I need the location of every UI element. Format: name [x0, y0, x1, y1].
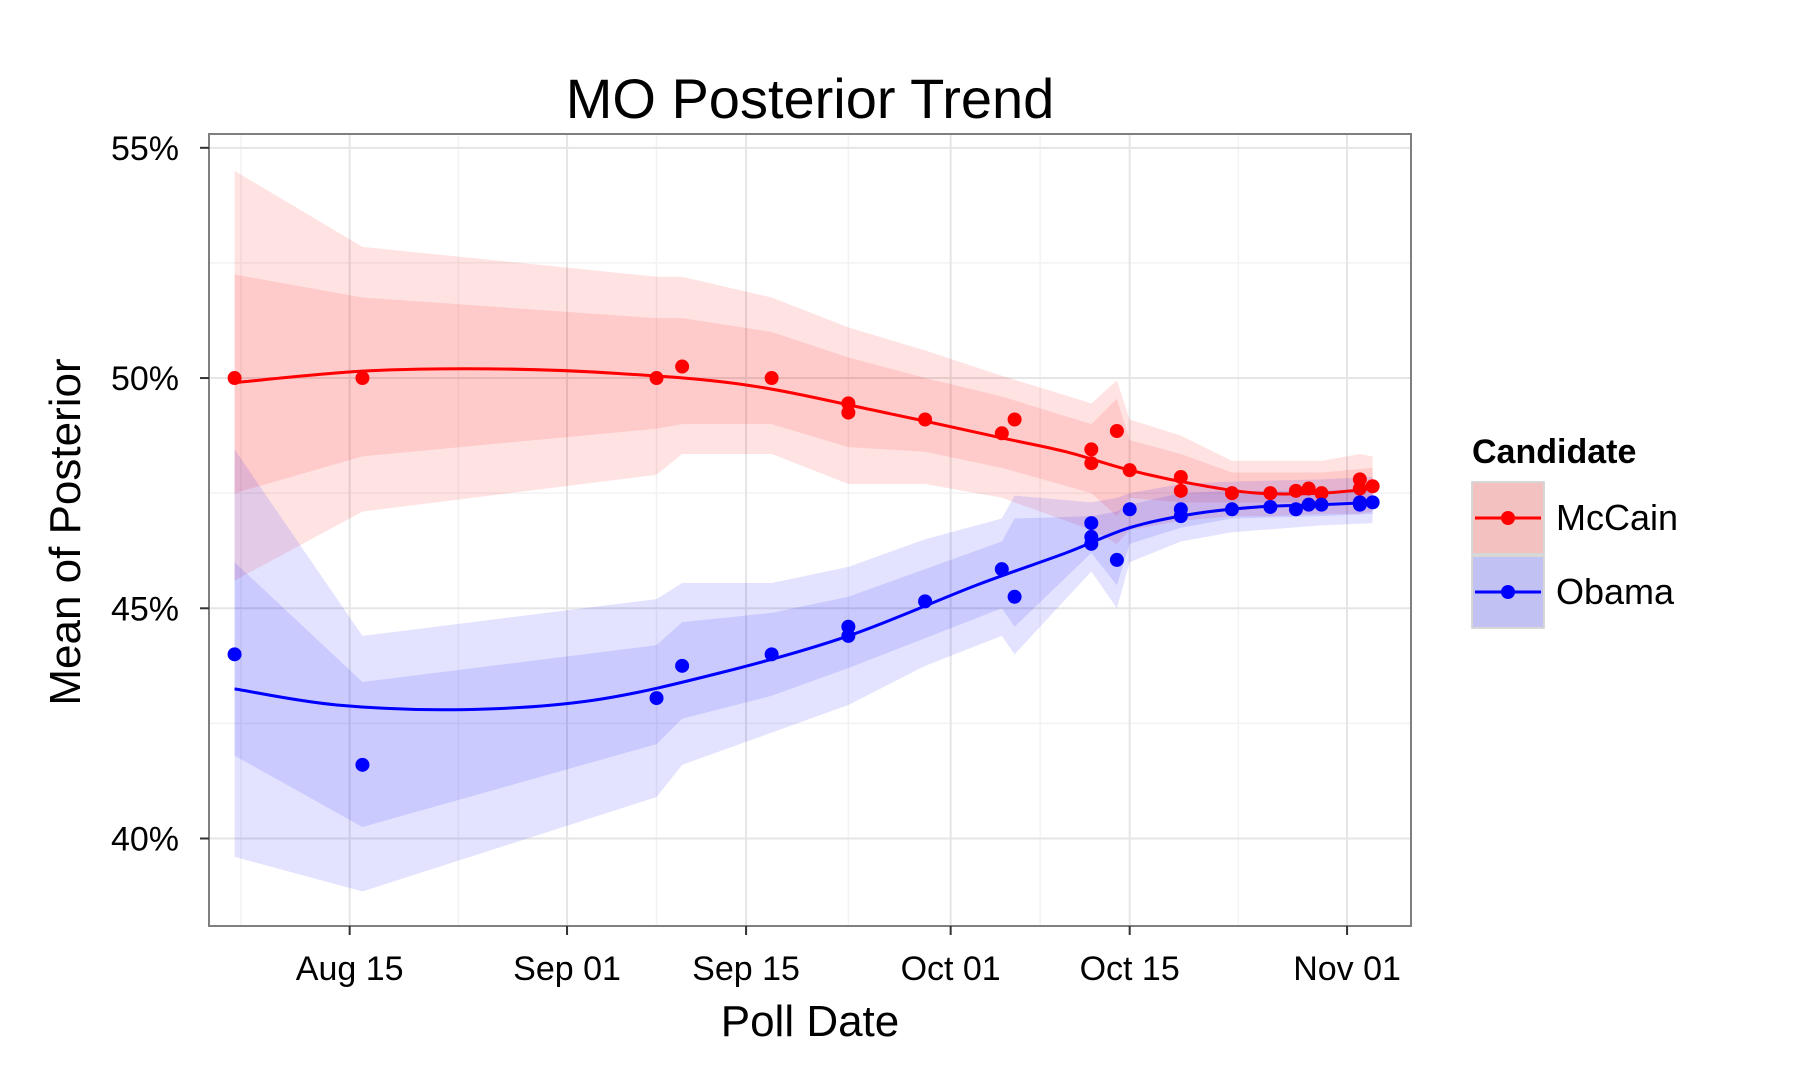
- mccain-data-point: [994, 426, 1009, 441]
- mccain-data-point: [764, 371, 779, 386]
- obama-data-point: [1173, 509, 1188, 524]
- x-tick-label: Nov 01: [1293, 950, 1401, 988]
- legend-title: Candidate: [1472, 433, 1636, 471]
- obama-data-point: [1109, 552, 1124, 567]
- legend: Candidate McCain Obama: [1471, 433, 1678, 629]
- obama-data-point: [918, 594, 933, 609]
- legend-point-mccain: [1501, 511, 1515, 525]
- obama-data-point: [841, 628, 856, 643]
- obama-data-point: [1314, 497, 1329, 512]
- mccain-data-point: [1173, 470, 1188, 485]
- x-tick-label: Oct 01: [901, 950, 1001, 988]
- obama-data-point: [649, 691, 664, 706]
- legend-label-mccain: McCain: [1556, 497, 1678, 538]
- mccain-data-point: [1301, 481, 1316, 496]
- mccain-data-point: [1314, 486, 1329, 501]
- mccain-data-point: [1109, 424, 1124, 438]
- obama-inner-band: [234, 488, 1373, 827]
- x-tick-label: Oct 15: [1080, 950, 1180, 988]
- mccain-data-point: [1365, 479, 1380, 494]
- plot-border: [208, 133, 1412, 927]
- obama-data-point: [1224, 502, 1239, 517]
- y-axis-title: Mean of Posterior: [41, 358, 90, 705]
- chart-title: MO Posterior Trend: [566, 67, 1055, 130]
- mccain-data-point: [1173, 483, 1188, 498]
- mccain-data-point: [841, 405, 856, 420]
- obama-data-point: [1352, 497, 1367, 512]
- mccain-data-point: [1288, 483, 1303, 498]
- x-tick-label: Sep 15: [692, 950, 800, 988]
- y-tick-label: 45%: [111, 590, 179, 628]
- mccain-data-point: [1224, 486, 1239, 501]
- mccain-data-point: [649, 371, 664, 386]
- mccain-data-point: [1084, 442, 1099, 457]
- obama-data-point: [1007, 589, 1022, 604]
- mccain-data-point: [1084, 456, 1099, 471]
- obama-data-point: [227, 647, 242, 662]
- obama-data-point: [994, 562, 1009, 577]
- x-tick-label: Aug 15: [296, 950, 404, 988]
- mccain-data-point: [1122, 463, 1137, 478]
- obama-data-point: [764, 647, 779, 662]
- mccain-data-point: [1352, 481, 1367, 496]
- y-tick-label: 50%: [111, 360, 179, 398]
- legend-point-obama: [1501, 585, 1515, 599]
- obama-data-point: [355, 757, 370, 772]
- mccain-outer-band: [234, 170, 1373, 581]
- obama-data-point: [1084, 536, 1099, 551]
- obama-data-point: [1365, 495, 1380, 510]
- mccain-data-point: [355, 371, 370, 386]
- y-tick-label: 40%: [111, 821, 179, 859]
- x-tick-label: Sep 01: [513, 950, 621, 988]
- y-tick-label: 55%: [111, 130, 179, 168]
- obama-data-point: [1288, 502, 1303, 517]
- obama-data-point: [675, 658, 690, 673]
- legend-label-obama: Obama: [1556, 571, 1675, 612]
- obama-outer-band: [234, 449, 1373, 892]
- obama-data-point: [1122, 502, 1137, 517]
- mccain-data-point: [675, 359, 690, 374]
- obama-data-point: [1301, 497, 1316, 512]
- mccain-data-point: [1263, 486, 1278, 501]
- mccain-data-point: [918, 412, 933, 427]
- plot-area: Aug 15 Sep 01 Sep 15 Oct 01 Oct 15 Nov 01 40% 4…: [111, 130, 1412, 988]
- x-axis-title: Poll Date: [721, 997, 900, 1046]
- obama-data-point: [1084, 516, 1099, 531]
- mccain-data-point: [1007, 412, 1022, 427]
- plot-background: [209, 134, 1411, 926]
- obama-data-point: [1263, 499, 1278, 514]
- mccain-data-point: [227, 371, 242, 386]
